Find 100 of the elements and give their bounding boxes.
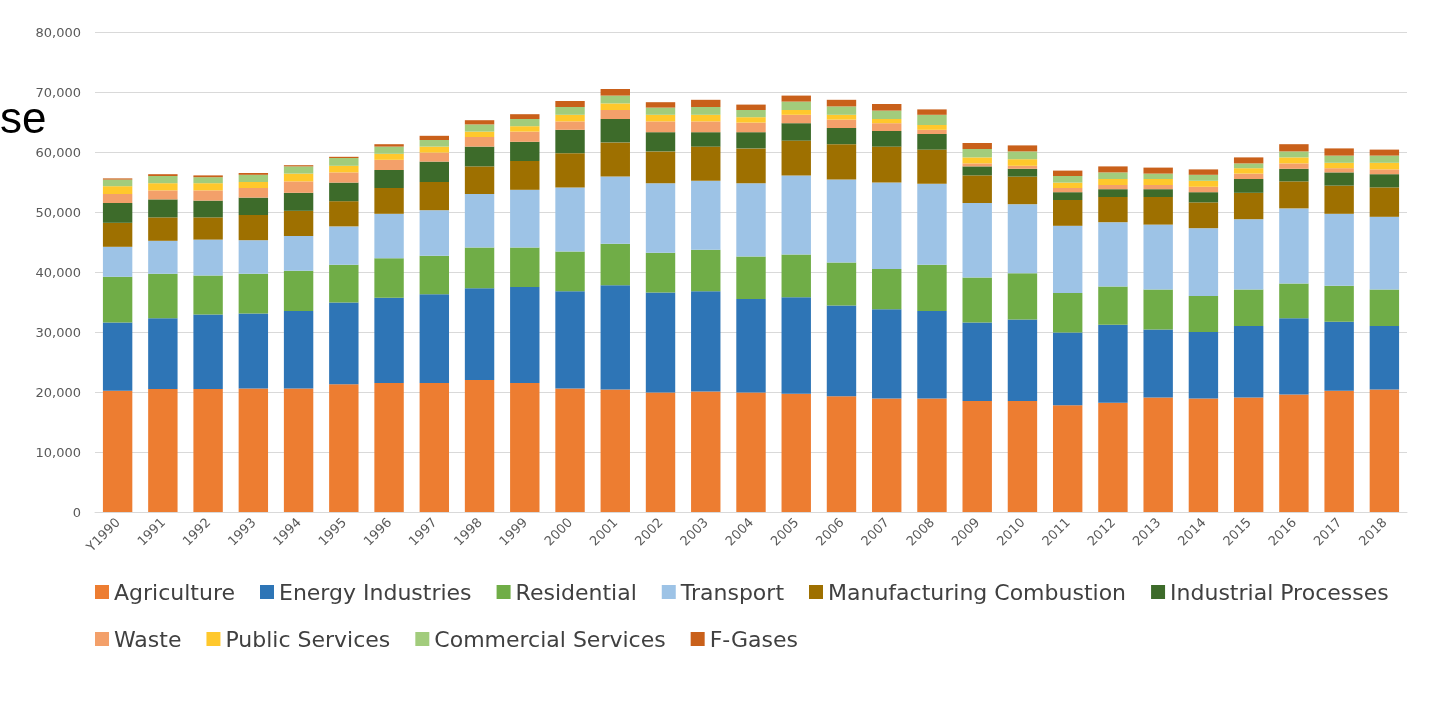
- bar: [872, 182, 902, 269]
- bar: [193, 314, 223, 389]
- bar: [1233, 192, 1264, 220]
- bar: [1098, 222, 1128, 287]
- bar: [1324, 148, 1354, 156]
- bar: [1007, 165, 1038, 169]
- bar: [691, 180, 721, 250]
- bar: [736, 392, 766, 512]
- bar: [419, 210, 450, 256]
- bar: [1324, 285, 1354, 322]
- bar: [148, 389, 178, 512]
- bar: [600, 176, 630, 244]
- bar: [1052, 176, 1083, 183]
- bar: [1369, 289, 1400, 326]
- bar: [419, 182, 450, 211]
- bar: [1324, 168, 1354, 173]
- bar: [419, 152, 450, 162]
- bar: [1143, 224, 1173, 290]
- bar: [1007, 176, 1038, 205]
- bar: [193, 275, 223, 315]
- bar: [1052, 192, 1083, 200]
- bar: [510, 247, 540, 287]
- bar: [645, 114, 676, 122]
- bar: [781, 254, 811, 298]
- bar: [1098, 172, 1128, 179]
- bar: [1279, 208, 1309, 284]
- bar: [1324, 185, 1354, 214]
- bar: [555, 153, 585, 188]
- bar: [283, 210, 314, 236]
- bar: [102, 390, 133, 512]
- bar: [826, 144, 857, 180]
- bar: [464, 120, 495, 125]
- bar: [1143, 179, 1173, 185]
- bar: [872, 104, 902, 111]
- bar: [374, 188, 404, 214]
- bar: [645, 392, 676, 512]
- bar: [645, 252, 676, 293]
- bar: [691, 99, 721, 107]
- bar: [1188, 192, 1219, 203]
- bar: [1052, 170, 1083, 176]
- bar: [283, 192, 314, 211]
- bar: [555, 388, 585, 512]
- bar: [1324, 321, 1354, 391]
- bar: [329, 226, 359, 265]
- legend-label: Public Services: [225, 626, 391, 652]
- bar: [238, 174, 269, 182]
- bar: [1279, 163, 1309, 169]
- y-tick-label: 40,000: [35, 264, 81, 280]
- bar: [1279, 157, 1309, 164]
- bar: [691, 107, 721, 115]
- bar: [1369, 216, 1400, 290]
- bar: [1052, 182, 1083, 188]
- bar: [962, 401, 992, 512]
- bar: [645, 292, 676, 393]
- bar: [917, 134, 947, 150]
- bar: [1098, 286, 1128, 325]
- bar: [1324, 155, 1354, 163]
- y-tick-label: 50,000: [35, 204, 81, 220]
- bar: [826, 114, 857, 120]
- y-tick-label: 60,000: [35, 144, 81, 160]
- bar: [781, 297, 811, 394]
- bar: [872, 269, 902, 310]
- bar: [736, 110, 766, 118]
- bar: [193, 177, 223, 184]
- bar: [329, 182, 359, 202]
- bar: [600, 110, 630, 119]
- bar: [1007, 273, 1038, 320]
- bar: [1007, 204, 1038, 274]
- legend-label: Agriculture: [114, 579, 235, 605]
- bar: [872, 309, 902, 399]
- bar: [736, 132, 766, 149]
- bar: [1098, 185, 1128, 190]
- bar: [102, 276, 133, 323]
- bar: [1369, 155, 1400, 163]
- bar: [781, 114, 811, 124]
- bar: [917, 149, 947, 184]
- bar: [781, 101, 811, 110]
- bar: [826, 179, 857, 263]
- bar: [148, 199, 178, 218]
- bar: [1369, 326, 1400, 390]
- bar: [148, 273, 178, 319]
- bar: [329, 165, 359, 173]
- bar: [826, 128, 857, 145]
- bar: [1188, 228, 1219, 296]
- bar: [510, 383, 540, 512]
- bar: [238, 273, 269, 314]
- bar: [1098, 402, 1128, 512]
- bar: [510, 189, 540, 248]
- y-tick-label: 80,000: [35, 24, 81, 40]
- bar: [1369, 149, 1400, 156]
- bar: [374, 213, 404, 259]
- bar: [1188, 398, 1219, 512]
- bar: [1324, 390, 1354, 512]
- bar: [1143, 329, 1173, 398]
- bar: [374, 146, 404, 154]
- bar: [283, 311, 314, 389]
- bar: [238, 240, 269, 274]
- bar: [736, 104, 766, 110]
- bar: [645, 121, 676, 133]
- bar: [1279, 318, 1309, 395]
